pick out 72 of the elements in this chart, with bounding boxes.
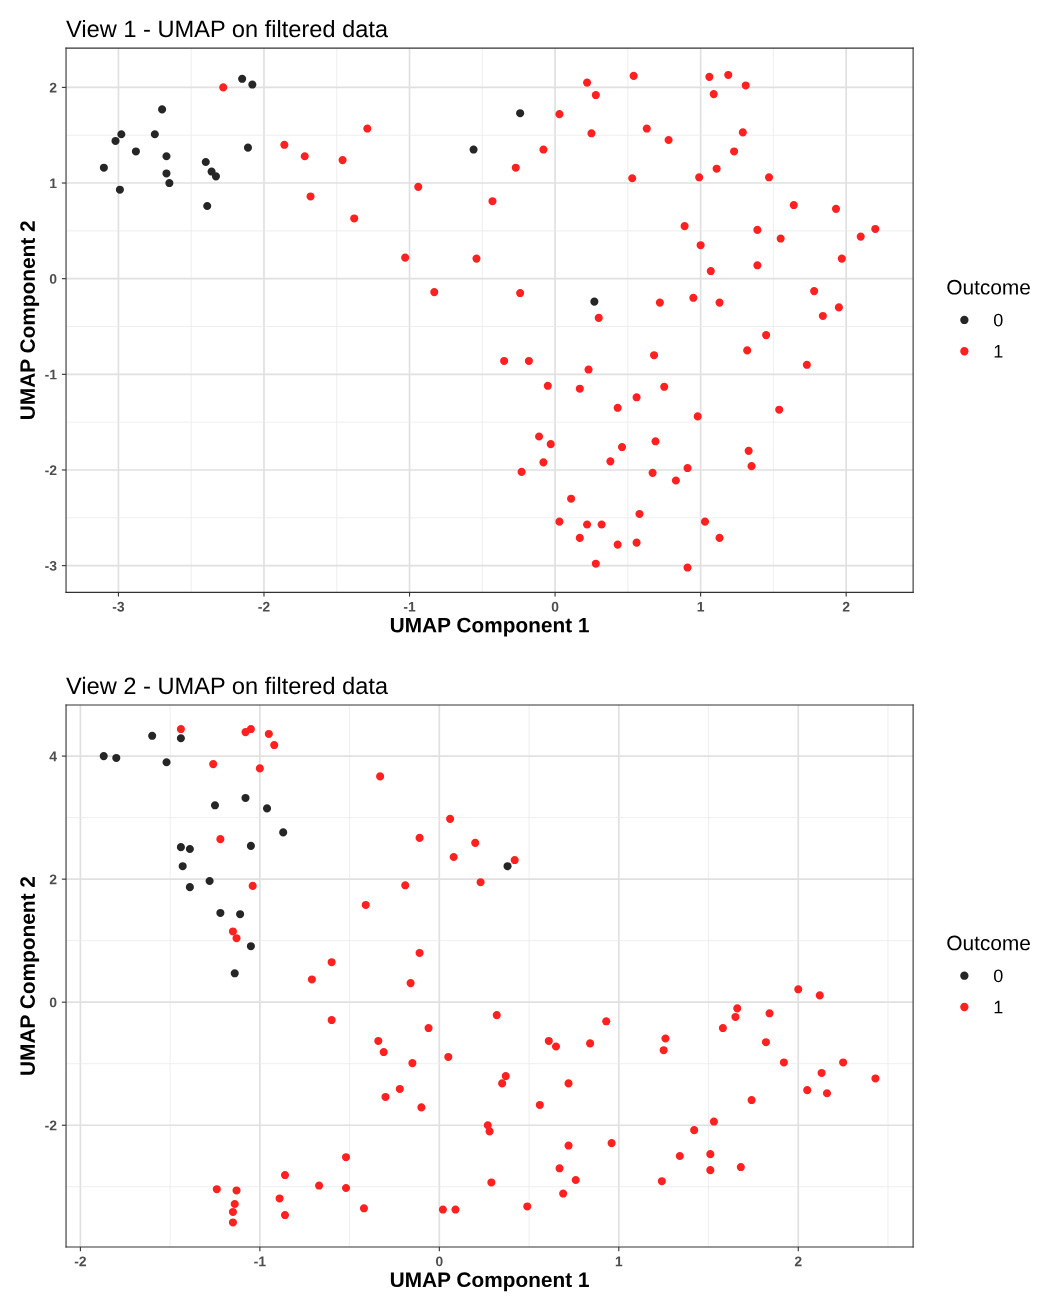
point xyxy=(162,169,171,178)
y-tick-label: -1 xyxy=(45,369,57,380)
point xyxy=(279,828,288,837)
point xyxy=(178,862,187,871)
y-tick-label: 2 xyxy=(49,874,57,885)
point xyxy=(246,841,255,850)
point xyxy=(117,130,126,139)
y-tick-label: 1 xyxy=(50,178,57,189)
x-tick-label: -2 xyxy=(74,1256,87,1267)
point xyxy=(165,178,174,188)
x-axis-title: UMAP Component 1 xyxy=(390,1272,589,1292)
point xyxy=(150,130,159,139)
legend-label: 0 xyxy=(993,969,1003,983)
y-tick-label: -3 xyxy=(45,560,57,571)
x-tick-label: 0 xyxy=(551,601,559,612)
chart-title: View 1 - UMAP on filtered data xyxy=(66,19,389,38)
y-tick-label: 4 xyxy=(49,751,57,762)
x-tick-label: -1 xyxy=(254,1256,266,1267)
y-tick-label: 0 xyxy=(49,274,57,284)
point xyxy=(241,793,250,802)
x-tick-label: -1 xyxy=(403,601,416,612)
point xyxy=(162,152,171,161)
point xyxy=(216,908,225,918)
point xyxy=(99,752,108,761)
point xyxy=(469,145,478,154)
point xyxy=(148,731,157,740)
point xyxy=(158,105,167,114)
point xyxy=(503,862,512,871)
point xyxy=(211,172,220,181)
chart-title: View 2 - UMAP on filtered data xyxy=(66,676,389,695)
x-tick-label: -2 xyxy=(258,601,270,612)
y-axis-title: UMAP Component 2 xyxy=(20,876,40,1075)
legend-label: 1 xyxy=(994,1000,1003,1014)
legend-title: Outcome xyxy=(947,935,1030,951)
point xyxy=(516,109,525,118)
point xyxy=(185,844,194,854)
y-tick-label: 2 xyxy=(49,82,57,93)
point xyxy=(176,734,185,743)
point xyxy=(238,74,247,83)
x-axis-title: UMAP Component 1 xyxy=(390,617,589,637)
y-tick-label: 0 xyxy=(49,997,57,1008)
point xyxy=(236,910,245,919)
point xyxy=(185,883,194,892)
point xyxy=(115,185,124,194)
point xyxy=(248,80,257,89)
y-tick-label: -2 xyxy=(45,1120,57,1131)
x-tick-label: 2 xyxy=(794,1256,802,1267)
legend-label: 0 xyxy=(993,313,1003,327)
point xyxy=(590,297,599,306)
legend-label: 1 xyxy=(994,345,1003,358)
x-tick-label: 1 xyxy=(615,1256,623,1267)
point xyxy=(210,801,220,810)
point xyxy=(111,136,120,145)
point xyxy=(246,942,255,951)
point xyxy=(203,201,212,211)
point xyxy=(201,157,210,167)
point xyxy=(99,163,108,172)
y-axis-title: UMAP Component 2 xyxy=(20,221,40,419)
point xyxy=(262,804,272,813)
x-tick-label: 0 xyxy=(436,1256,443,1267)
point xyxy=(131,147,140,156)
point xyxy=(205,876,214,886)
point xyxy=(176,843,185,852)
point xyxy=(243,143,253,152)
x-tick-label: 2 xyxy=(842,601,850,612)
y-tick-label: -2 xyxy=(45,465,57,476)
point xyxy=(112,753,121,762)
point xyxy=(162,758,171,767)
x-tick-label: 1 xyxy=(697,601,705,612)
legend-title: Outcome xyxy=(947,279,1030,295)
point xyxy=(230,969,239,978)
x-tick-label: -3 xyxy=(112,601,125,612)
